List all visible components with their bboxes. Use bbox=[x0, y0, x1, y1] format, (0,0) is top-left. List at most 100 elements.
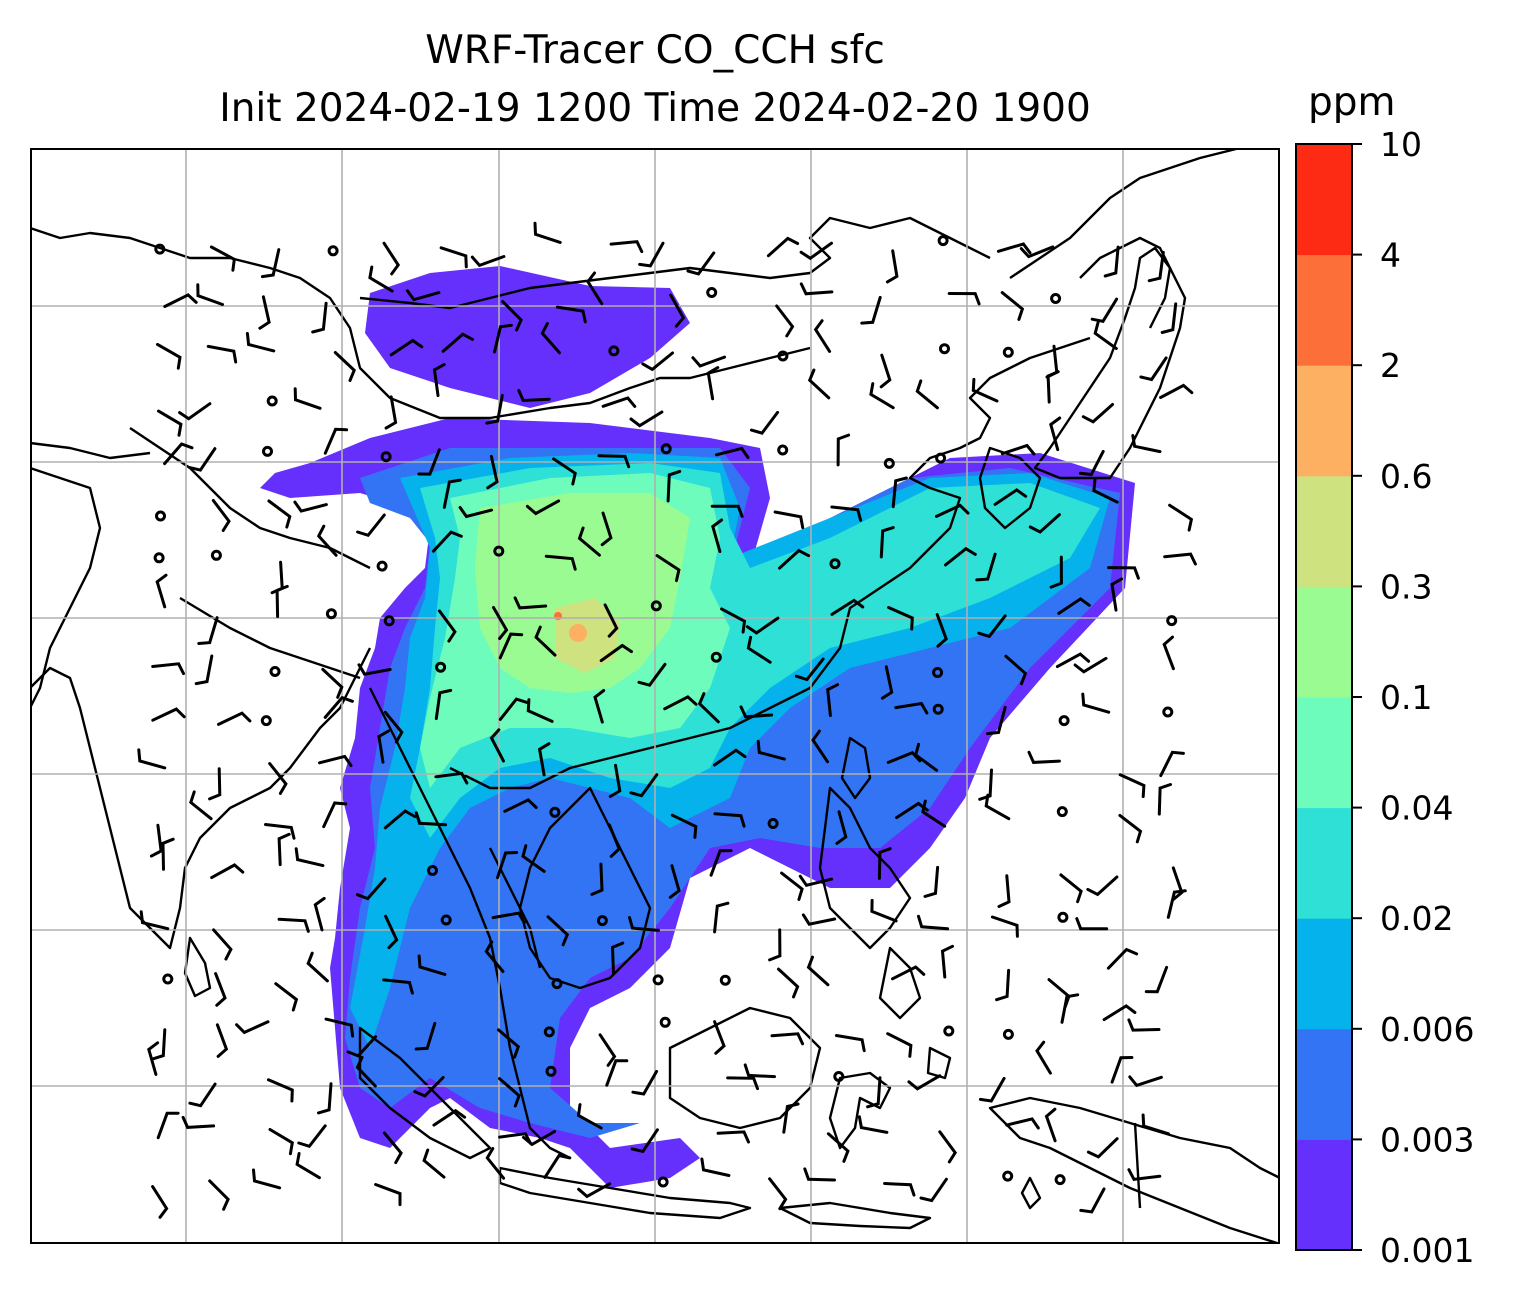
wind-barb bbox=[603, 603, 619, 638]
wind-barb bbox=[324, 1017, 355, 1038]
wind-barb bbox=[706, 366, 720, 401]
wind-barb bbox=[181, 1115, 216, 1129]
calm-wind-circle bbox=[380, 451, 392, 463]
wind-barb bbox=[715, 446, 750, 459]
calm-wind-circle bbox=[210, 549, 222, 561]
calm-wind-circle bbox=[260, 715, 272, 727]
wind-barb bbox=[484, 940, 505, 973]
calm-wind-circle bbox=[1002, 1170, 1014, 1182]
wind-barb bbox=[891, 476, 908, 509]
colorbar-bin bbox=[1296, 1139, 1352, 1251]
wind-barb bbox=[322, 801, 348, 829]
wind-barb bbox=[745, 616, 780, 635]
wind-barb bbox=[641, 351, 674, 372]
wind-barb bbox=[607, 823, 621, 858]
wind-barb bbox=[414, 811, 447, 827]
wind-barb bbox=[1000, 443, 1036, 456]
wind-barb bbox=[1057, 597, 1091, 615]
calm-wind-circle bbox=[777, 350, 789, 362]
map-title: WRF-Tracer CO_CCH sfc bbox=[425, 28, 885, 73]
wind-barb bbox=[669, 293, 686, 328]
wind-barb bbox=[720, 607, 747, 634]
wind-barb bbox=[997, 874, 1011, 908]
wind-barb bbox=[826, 1132, 850, 1163]
wind-barb bbox=[274, 982, 299, 1012]
calm-wind-circle bbox=[153, 552, 165, 564]
wind-barb bbox=[915, 379, 939, 410]
wind-barb bbox=[782, 1102, 800, 1134]
wind-barb bbox=[235, 1020, 270, 1035]
wind-barb bbox=[1090, 297, 1119, 323]
colorbar-tick-label: 0.1 bbox=[1380, 678, 1432, 717]
wind-barb bbox=[666, 469, 682, 503]
calm-wind-circle bbox=[325, 608, 337, 620]
wind-barb bbox=[1049, 416, 1062, 452]
wind-barb bbox=[803, 1167, 836, 1182]
wind-barb bbox=[1110, 577, 1123, 612]
wind-barb bbox=[149, 823, 163, 858]
wind-barb bbox=[383, 809, 417, 830]
wind-barb bbox=[543, 1153, 572, 1179]
wind-barb bbox=[780, 871, 804, 901]
wind-barb bbox=[713, 901, 730, 934]
wind-barb bbox=[637, 662, 667, 687]
wind-barb bbox=[492, 606, 509, 640]
map-frame bbox=[30, 148, 1280, 1244]
wind-barb bbox=[710, 504, 744, 518]
wind-barb bbox=[938, 1130, 958, 1164]
wind-barb bbox=[777, 967, 800, 999]
wind-barb bbox=[368, 265, 394, 293]
wind-barb bbox=[434, 688, 453, 721]
gridlines bbox=[30, 148, 1280, 1244]
wind-barb bbox=[869, 382, 895, 410]
wind-barb bbox=[590, 862, 604, 896]
calm-wind-circle bbox=[327, 245, 339, 257]
calm-wind-circle bbox=[551, 978, 563, 990]
calm-wind-circle bbox=[1054, 1174, 1066, 1186]
wind-barb bbox=[1110, 1056, 1134, 1084]
wind-barb bbox=[384, 395, 398, 430]
colorbar-bin bbox=[1296, 1028, 1352, 1140]
wind-barb bbox=[163, 293, 198, 308]
calm-wind-circle bbox=[659, 1016, 671, 1028]
wind-barb bbox=[555, 305, 587, 324]
colorbar-bin bbox=[1296, 918, 1352, 1030]
wind-barb bbox=[189, 790, 213, 821]
wind-barb bbox=[151, 1185, 169, 1219]
wind-barb bbox=[458, 506, 494, 519]
wind-barb bbox=[178, 402, 212, 421]
wind-barb bbox=[489, 728, 505, 763]
calm-wind-circle bbox=[493, 545, 505, 557]
wind-barb bbox=[147, 1041, 160, 1076]
calm-wind-circle bbox=[435, 661, 447, 673]
wind-barb bbox=[268, 762, 288, 795]
wind-barb bbox=[1141, 1113, 1170, 1136]
calm-wind-circle bbox=[1002, 346, 1014, 358]
wind-barb bbox=[151, 1028, 167, 1061]
wind-barb bbox=[798, 874, 834, 888]
wind-barb bbox=[977, 614, 1007, 639]
wind-barb bbox=[355, 877, 387, 901]
wind-barb bbox=[1081, 692, 1111, 714]
wind-barb bbox=[597, 454, 631, 469]
wind-barb bbox=[434, 771, 469, 785]
colorbar-bin bbox=[1296, 807, 1352, 919]
wind-barb bbox=[811, 729, 829, 764]
colorbar: 0.001 0.003 0.006 0.02 0.04 0.1 0.3 0.6 2 4 10 bbox=[1295, 130, 1474, 1270]
wind-barb bbox=[277, 832, 291, 867]
wind-barb bbox=[700, 1157, 731, 1177]
wind-barb bbox=[517, 388, 551, 403]
wind-barb bbox=[267, 499, 292, 529]
wind-barb bbox=[208, 767, 222, 801]
wind-barb bbox=[533, 221, 562, 244]
wind-barb bbox=[293, 387, 322, 410]
wind-barb bbox=[486, 454, 499, 490]
wind-barb bbox=[766, 236, 800, 258]
wind-barb bbox=[211, 499, 231, 532]
wind-barb bbox=[1049, 555, 1063, 589]
wind-barb bbox=[317, 1082, 333, 1115]
wind-barb bbox=[799, 282, 834, 296]
wind-barb bbox=[260, 248, 281, 279]
wind-barb bbox=[355, 1055, 377, 1088]
wind-barb bbox=[321, 667, 344, 699]
